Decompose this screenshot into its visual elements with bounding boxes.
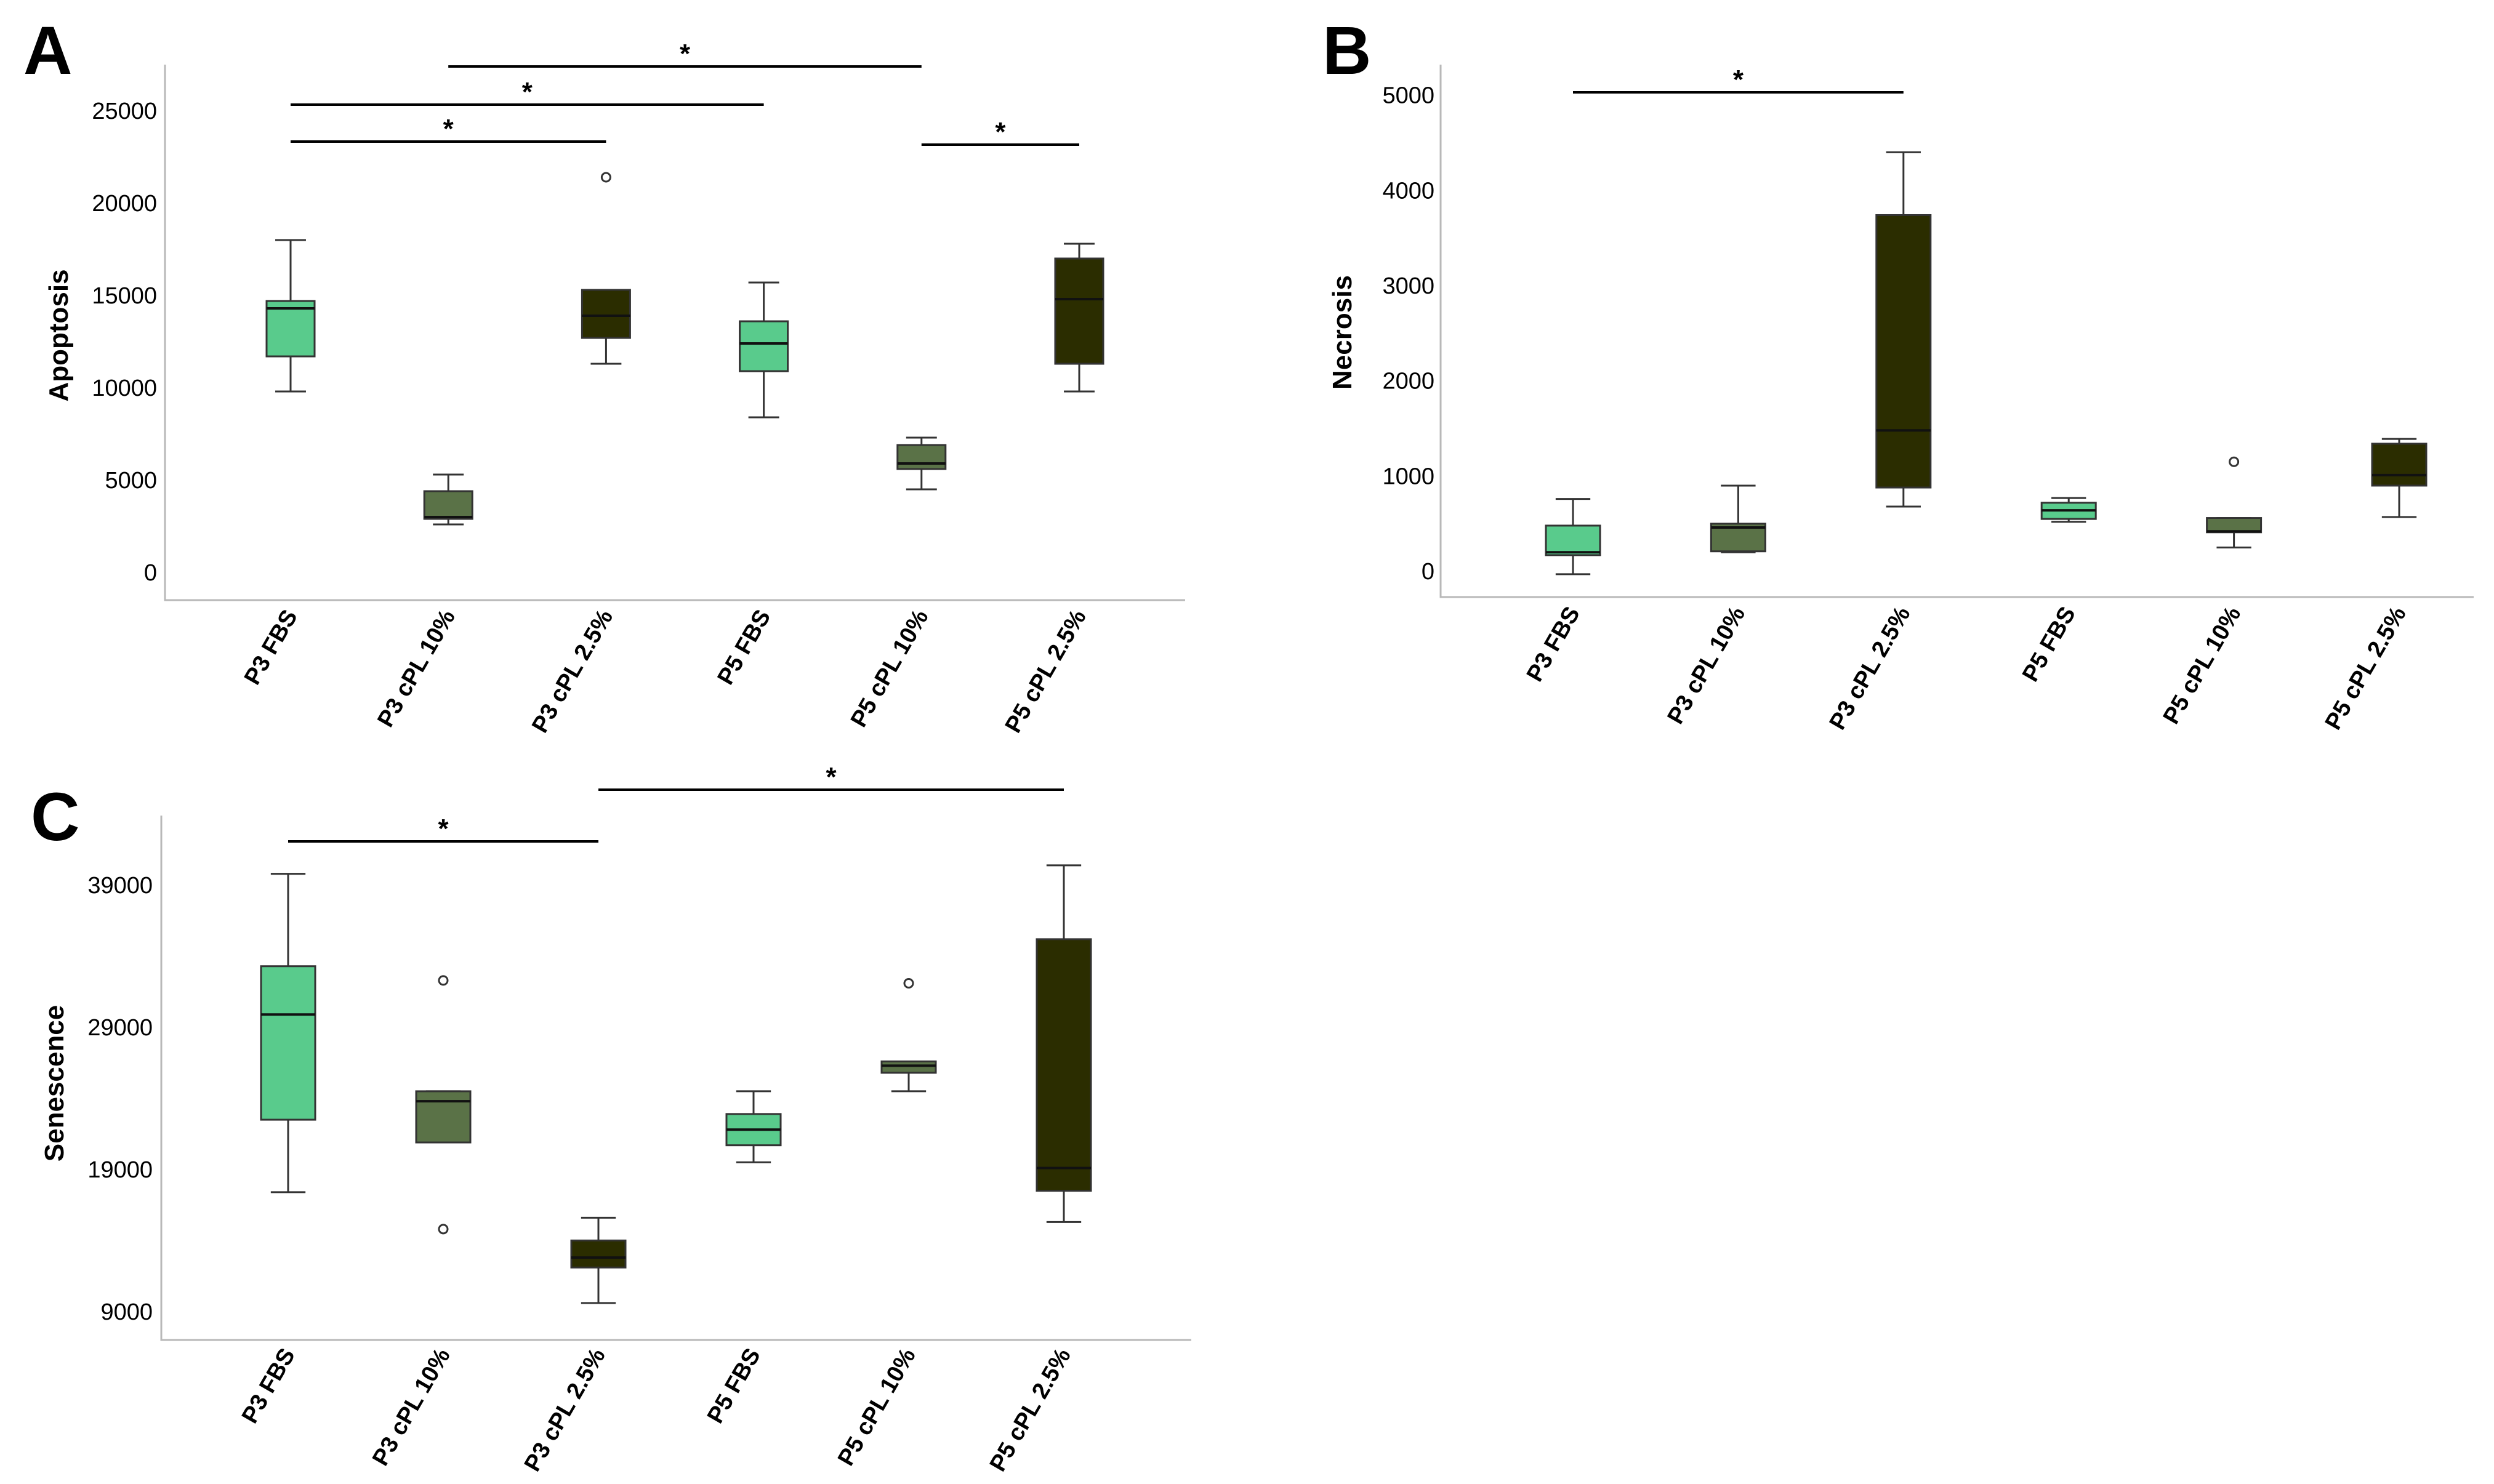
y-tick-label: 20000 bbox=[92, 191, 157, 217]
significance-bar: * bbox=[921, 117, 1079, 147]
outlier-point bbox=[438, 975, 449, 986]
panel-letter-a: A bbox=[23, 13, 72, 89]
y-tick-label: 9000 bbox=[100, 1299, 153, 1325]
significance-star: * bbox=[443, 114, 454, 144]
significance-star: * bbox=[438, 814, 449, 844]
y-tick-label: 0 bbox=[144, 560, 157, 586]
y-axis-label-necrosis: Necrosis bbox=[1327, 275, 1358, 390]
box-p5-cpl-10pct bbox=[896, 436, 947, 491]
y-axis-label-apoptosis: Apoptosis bbox=[44, 269, 74, 401]
significance-star: * bbox=[826, 762, 837, 792]
box-p3-fbs bbox=[260, 873, 316, 1193]
box-iqr bbox=[739, 320, 789, 372]
significance-bar: * bbox=[1573, 65, 1904, 95]
outlier-point bbox=[600, 172, 611, 183]
y-tick-label: 5000 bbox=[105, 468, 157, 494]
y-tick-label: 15000 bbox=[92, 283, 157, 309]
box-p3-cpl-10pct bbox=[415, 975, 472, 1235]
significance-bar: * bbox=[288, 814, 598, 844]
y-tick-label: 19000 bbox=[87, 1157, 153, 1183]
box-iqr bbox=[581, 289, 631, 339]
box-iqr bbox=[1054, 257, 1104, 365]
y-tick-label: 2000 bbox=[1382, 369, 1434, 395]
y-tick-label: 39000 bbox=[87, 873, 153, 899]
y-tick-label: 29000 bbox=[87, 1015, 153, 1041]
box-p3-cpl-10pct bbox=[1710, 484, 1766, 553]
box-p3-fbs bbox=[265, 239, 316, 393]
y-axis-label-senescence: Senescence bbox=[39, 1005, 70, 1161]
box-p3-cpl-2-5pct bbox=[581, 172, 631, 365]
panel-letter-b: B bbox=[1322, 13, 1371, 89]
y-tick-label: 4000 bbox=[1382, 178, 1434, 204]
axis-lines bbox=[1439, 65, 2474, 598]
significance-bar: * bbox=[448, 39, 922, 69]
y-tick-label: 0 bbox=[1422, 559, 1434, 585]
y-tick-label: 1000 bbox=[1382, 463, 1434, 489]
box-iqr bbox=[570, 1239, 627, 1269]
box-p5-fbs bbox=[725, 1090, 782, 1163]
box-p5-fbs bbox=[739, 281, 789, 419]
box-p3-fbs bbox=[1545, 498, 1601, 576]
box-p5-cpl-2-5pct bbox=[1036, 864, 1092, 1223]
axis-lines bbox=[164, 65, 1185, 601]
y-tick-label: 3000 bbox=[1382, 273, 1434, 299]
significance-bar: * bbox=[598, 762, 1064, 792]
box-p3-cpl-10pct bbox=[423, 473, 473, 526]
box-iqr bbox=[415, 1090, 472, 1144]
outlier-point bbox=[2229, 456, 2240, 467]
box-p5-cpl-2-5pct bbox=[2371, 438, 2428, 518]
y-tick-label: 25000 bbox=[92, 98, 157, 124]
box-p3-cpl-2-5pct bbox=[570, 1216, 627, 1304]
significance-star: * bbox=[995, 117, 1006, 147]
significance-star: * bbox=[1733, 65, 1744, 95]
box-iqr bbox=[1036, 938, 1092, 1192]
significance-star: * bbox=[522, 77, 533, 107]
box-p5-cpl-10pct bbox=[2206, 456, 2263, 549]
outlier-point bbox=[438, 1224, 449, 1235]
box-iqr bbox=[1545, 524, 1601, 556]
y-tick-label: 10000 bbox=[92, 375, 157, 401]
outlier-point bbox=[903, 977, 914, 989]
significance-bar: * bbox=[291, 114, 606, 144]
axis-lines bbox=[160, 816, 1191, 1341]
y-tick-label: 5000 bbox=[1382, 83, 1434, 109]
box-iqr bbox=[896, 444, 947, 470]
box-iqr bbox=[2371, 443, 2428, 487]
box-iqr bbox=[423, 490, 473, 520]
box-iqr bbox=[260, 965, 316, 1121]
significance-bar: * bbox=[291, 77, 764, 107]
box-iqr bbox=[880, 1060, 937, 1074]
box-iqr bbox=[1875, 214, 1932, 489]
significance-star: * bbox=[680, 39, 691, 69]
panel-letter-c: C bbox=[31, 779, 79, 855]
box-p3-cpl-2-5pct bbox=[1875, 151, 1932, 508]
box-p5-cpl-2-5pct bbox=[1054, 243, 1104, 393]
box-p5-cpl-10pct bbox=[880, 977, 937, 1093]
box-iqr bbox=[265, 300, 316, 358]
box-p5-fbs bbox=[2040, 497, 2097, 523]
